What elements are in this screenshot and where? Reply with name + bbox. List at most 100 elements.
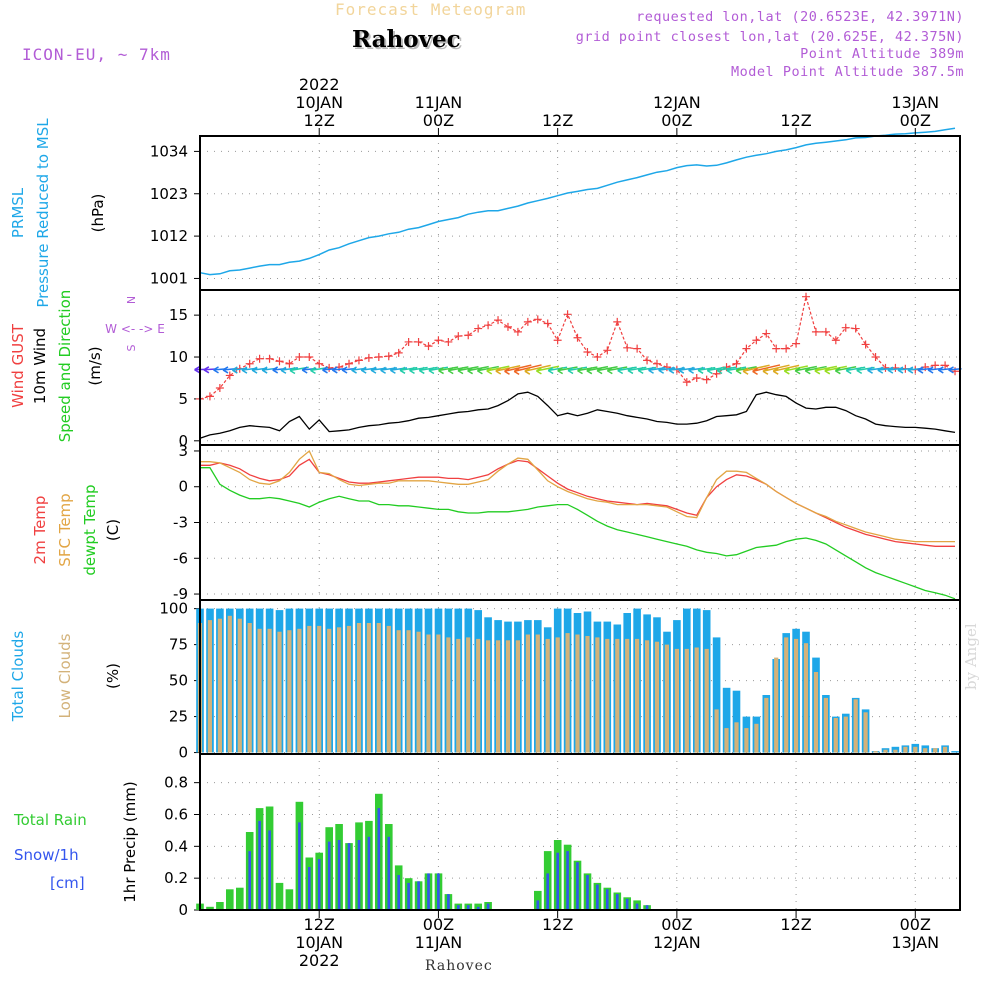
wind-direction-arrow <box>447 366 469 375</box>
wind-gust-point <box>444 337 453 346</box>
bottom-time-label: 12Z <box>304 915 335 934</box>
snow-bar <box>645 905 649 910</box>
panel-frame-temperature <box>199 444 961 601</box>
pressure-label-short: PRMSL <box>9 187 27 238</box>
top-time-label: 11JAN <box>415 93 463 112</box>
low-cloud-bar <box>267 628 272 753</box>
y-tick-label-precip: 0.8 <box>164 774 188 792</box>
y-tick-label-wind: 15 <box>169 306 188 324</box>
wind-gust-point <box>523 317 532 326</box>
low-cloud-bar <box>486 640 491 753</box>
low-cloud-bar <box>714 709 719 753</box>
low-cloud-bar <box>396 630 401 753</box>
snow-bar <box>317 859 321 910</box>
wind-gust-point <box>295 353 304 362</box>
temp-2m-label: 2m Temp <box>31 496 49 565</box>
wind-direction-arrow <box>762 364 790 375</box>
y-tick-label-precip: 0 <box>178 901 188 919</box>
wind-gust-point <box>861 340 870 349</box>
pressure-unit-label: (hPa) <box>89 194 107 233</box>
y-tick-label-clouds: 25 <box>169 708 188 726</box>
low-cloud-bar <box>893 749 898 753</box>
y-tick-label-clouds: 50 <box>169 672 188 690</box>
wind-gust-point <box>553 336 562 345</box>
wind-direction-arrow <box>418 366 438 375</box>
snow-bar <box>367 836 371 910</box>
snow-bar <box>248 851 251 910</box>
wind-direction-arrow <box>617 366 637 375</box>
snow-bar <box>586 875 589 910</box>
low-cloud-bar <box>565 633 570 753</box>
wind-direction-arrow <box>697 366 716 374</box>
snow-bar <box>625 898 629 910</box>
snow-bar <box>457 905 460 910</box>
snow-bar <box>566 851 569 910</box>
low-cloud-bar <box>515 640 520 753</box>
panel-precip: 0 0.2 0.4 0.6 0.8 <box>164 753 961 919</box>
snow-bar <box>556 852 559 910</box>
top-time-label: 2022 <box>299 75 340 94</box>
low-cloud-bar <box>356 623 362 753</box>
rain-bar <box>236 887 244 910</box>
wind-direction-arrow <box>467 365 489 375</box>
snow-bar <box>466 905 470 910</box>
low-cloud-bar <box>317 625 322 753</box>
pressure-label-long: Pressure Reduced to MSL <box>34 118 52 308</box>
low-cloud-bar <box>426 634 431 753</box>
low-cloud-bar <box>247 623 252 753</box>
pressure-line <box>199 127 956 276</box>
wind-gust-point <box>841 323 850 332</box>
low-cloud-bar <box>257 628 262 753</box>
snow-bar <box>437 873 440 910</box>
wind-gust-point <box>931 361 940 370</box>
low-cloud-bar <box>505 640 511 753</box>
bottom-time-label: 00Z <box>423 915 454 934</box>
wind-direction-arrow <box>716 366 737 375</box>
wind-gust-point <box>315 359 324 368</box>
wind-direction-arrow <box>772 364 800 375</box>
low-cloud-bar <box>207 620 212 753</box>
low-cloud-bar <box>436 634 441 753</box>
snow-bar <box>427 873 430 910</box>
y-tick-label-temperature: -3 <box>173 514 188 532</box>
bottom-time-label: 12Z <box>542 915 573 934</box>
low-cloud-bar <box>784 637 789 753</box>
wind-gust-point <box>692 373 701 382</box>
y-tick-label-wind: 0 <box>178 432 188 450</box>
wind-direction-arrow <box>783 365 808 375</box>
low-cloud-bar <box>585 636 590 753</box>
wind-gust-line <box>199 296 956 400</box>
wind-direction-arrow <box>834 365 857 375</box>
wind-gust-point <box>404 337 413 346</box>
low-cloud-bar <box>496 640 501 753</box>
point-altitude: Point Altitude 389m <box>800 46 964 62</box>
wind-gust-point <box>275 357 284 366</box>
snow-bar <box>536 900 540 910</box>
wind-direction-arrow <box>627 366 647 375</box>
model-name: ICON-EU, ~ 7km <box>22 45 171 64</box>
wind-gust-point <box>851 324 860 333</box>
wind-direction-arrow <box>547 366 568 375</box>
wind-gust-point <box>752 336 761 345</box>
panel-wind: 0 5 10 15 <box>169 289 962 450</box>
wind-gust-point <box>424 342 433 351</box>
low-cloud-bar <box>724 728 729 753</box>
top-time-label: 12Z <box>304 111 335 130</box>
y-tick-label-temperature: -6 <box>173 549 188 567</box>
wind-direction-arrow <box>814 365 838 375</box>
low-cloud-bar <box>217 618 222 753</box>
low-cloud-bar <box>674 648 679 753</box>
y-tick-label-clouds: 0 <box>178 744 188 762</box>
wind-gust-point <box>643 356 652 365</box>
y-tick-label-pressure: 1034 <box>150 142 188 160</box>
wind-gust-point <box>762 329 771 338</box>
bottom-time-label: 00Z <box>900 915 931 934</box>
total-cloud-bar <box>891 746 900 753</box>
low-cloud-bar <box>774 657 779 753</box>
clouds-unit-label: (%) <box>104 663 122 689</box>
panel-temperature: -9 -6 -3 0 3 <box>173 442 961 603</box>
wind-direction-arrow <box>726 366 747 375</box>
panel-frame-pressure <box>199 135 961 291</box>
wind-gust-point <box>464 331 473 340</box>
